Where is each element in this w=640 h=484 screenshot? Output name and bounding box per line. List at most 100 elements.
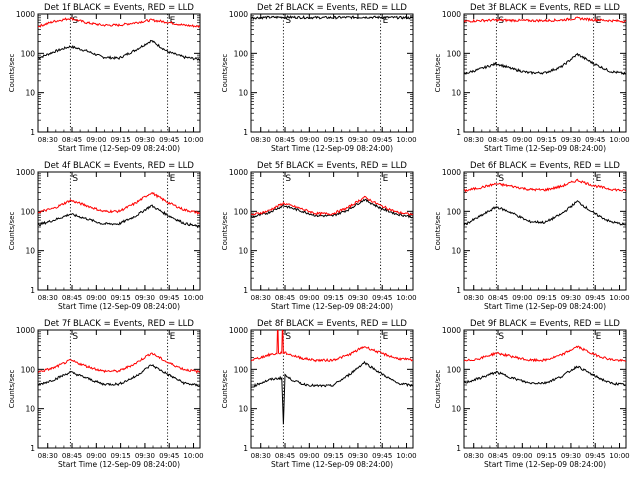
marker-label-s: S [498, 16, 504, 26]
y-tick-label: 10 [25, 89, 35, 98]
x-tick-label: 09:00 [299, 136, 319, 144]
y-axis-label: Counts/sec [221, 212, 229, 251]
x-tick-label: 09:45 [585, 294, 605, 302]
x-tick-label: 09:30 [348, 136, 368, 144]
x-tick-label: 09:15 [111, 136, 131, 144]
y-tick-label: 100 [21, 49, 36, 58]
x-tick-label: 08:45 [275, 136, 295, 144]
x-tick-label: 08:30 [38, 294, 58, 302]
y-tick-label: 100 [21, 365, 36, 374]
marker-label-e: E [596, 16, 602, 26]
events-series-line [464, 52, 626, 76]
panel-title: Det 4f BLACK = Events, RED = LLD [44, 161, 194, 171]
x-tick-label: 08:30 [251, 294, 271, 302]
x-tick-label: 10:00 [183, 452, 203, 460]
x-tick-label: 08:45 [62, 294, 82, 302]
events-series-line [251, 14, 413, 20]
x-axis-label: Start Time (12-Sep-09 08:24:00) [271, 460, 393, 469]
y-tick-label: 1000 [16, 10, 35, 19]
y-tick-label: 10 [238, 247, 248, 256]
detector-panel-6: Det 6f BLACK = Events, RED = LLD 1 10 100 10… [434, 161, 630, 311]
y-axis-label: Counts/sec [434, 212, 442, 251]
y-tick-label: 10 [451, 247, 461, 256]
lld-series-line [38, 17, 200, 29]
x-tick-label: 09:00 [86, 452, 106, 460]
detector-panel-7: Det 7f BLACK = Events, RED = LLD 1 10 100 10… [8, 319, 204, 469]
x-tick-label: 09:15 [111, 452, 131, 460]
x-tick-label: 09:15 [111, 294, 131, 302]
x-tick-label: 08:30 [38, 136, 58, 144]
x-tick-label: 09:15 [324, 294, 344, 302]
panel-title: Det 1f BLACK = Events, RED = LLD [44, 3, 194, 13]
x-tick-label: 09:15 [324, 452, 344, 460]
x-tick-label: 08:30 [251, 452, 271, 460]
marker-label-s: S [72, 16, 78, 26]
y-tick-label: 10 [238, 89, 248, 98]
plot-frame [250, 13, 414, 133]
x-tick-label: 09:00 [512, 294, 532, 302]
x-tick-label: 09:00 [299, 452, 319, 460]
x-tick-label: 09:15 [537, 294, 557, 302]
marker-label-e: E [596, 174, 602, 184]
detector-panel-2: Det 2f BLACK = Events, RED = LLD 1 10 100 10… [221, 3, 417, 153]
x-tick-label: 09:30 [135, 136, 155, 144]
x-tick-label: 09:00 [299, 294, 319, 302]
lld-series-line [251, 330, 413, 363]
x-tick-label: 09:30 [561, 294, 581, 302]
y-tick-label: 10 [451, 89, 461, 98]
x-tick-label: 10:00 [183, 136, 203, 144]
y-tick-label: 100 [234, 49, 249, 58]
events-series-line [38, 39, 200, 61]
y-axis-label: Counts/sec [8, 212, 16, 251]
x-tick-label: 10:00 [609, 136, 629, 144]
x-tick-label: 08:30 [251, 136, 271, 144]
y-tick-label: 1 [456, 286, 461, 295]
y-axis-label: Counts/sec [434, 370, 442, 409]
y-tick-label: 1000 [442, 326, 461, 335]
panel-title: Det 2f BLACK = Events, RED = LLD [257, 3, 407, 13]
panel-title: Det 7f BLACK = Events, RED = LLD [44, 319, 194, 329]
x-tick-label: 09:15 [537, 452, 557, 460]
y-axis-label: Counts/sec [8, 370, 16, 409]
plot-frame [463, 171, 627, 291]
y-tick-label: 1000 [442, 10, 461, 19]
marker-label-s: S [285, 332, 291, 342]
x-tick-label: 09:15 [537, 136, 557, 144]
panel-title: Det 3f BLACK = Events, RED = LLD [470, 3, 620, 13]
y-tick-label: 100 [447, 365, 462, 374]
x-tick-label: 08:30 [464, 294, 484, 302]
x-tick-label: 09:45 [585, 136, 605, 144]
y-axis-label: Counts/sec [221, 54, 229, 93]
x-axis-label: Start Time (12-Sep-09 08:24:00) [484, 460, 606, 469]
x-tick-label: 10:00 [396, 294, 416, 302]
y-tick-label: 10 [25, 405, 35, 414]
x-tick-label: 10:00 [183, 294, 203, 302]
x-tick-label: 09:30 [348, 452, 368, 460]
x-tick-label: 09:45 [372, 452, 392, 460]
x-tick-label: 08:45 [62, 452, 82, 460]
y-tick-label: 10 [451, 405, 461, 414]
y-tick-label: 100 [447, 49, 462, 58]
marker-label-s: S [285, 174, 291, 184]
marker-label-e: E [170, 174, 176, 184]
detector-panel-5: Det 5f BLACK = Events, RED = LLD 1 10 100 10… [221, 161, 417, 311]
marker-label-e: E [383, 332, 389, 342]
y-tick-label: 1 [456, 128, 461, 137]
y-tick-label: 1 [30, 286, 35, 295]
y-tick-label: 100 [234, 365, 249, 374]
events-series-line [251, 360, 413, 425]
events-series-line [464, 200, 626, 227]
plot-frame [250, 171, 414, 291]
x-axis-label: Start Time (12-Sep-09 08:24:00) [58, 460, 180, 469]
marker-label-e: E [170, 16, 176, 26]
x-axis-label: Start Time (12-Sep-09 08:24:00) [58, 144, 180, 153]
marker-label-e: E [383, 16, 389, 26]
x-tick-label: 09:45 [372, 136, 392, 144]
x-tick-label: 09:45 [159, 452, 179, 460]
plot-frame [250, 329, 414, 449]
lld-series-line [464, 16, 626, 23]
marker-label-s: S [285, 16, 291, 26]
y-tick-label: 1000 [229, 326, 248, 335]
x-tick-label: 08:45 [488, 294, 508, 302]
y-tick-label: 1000 [229, 10, 248, 19]
